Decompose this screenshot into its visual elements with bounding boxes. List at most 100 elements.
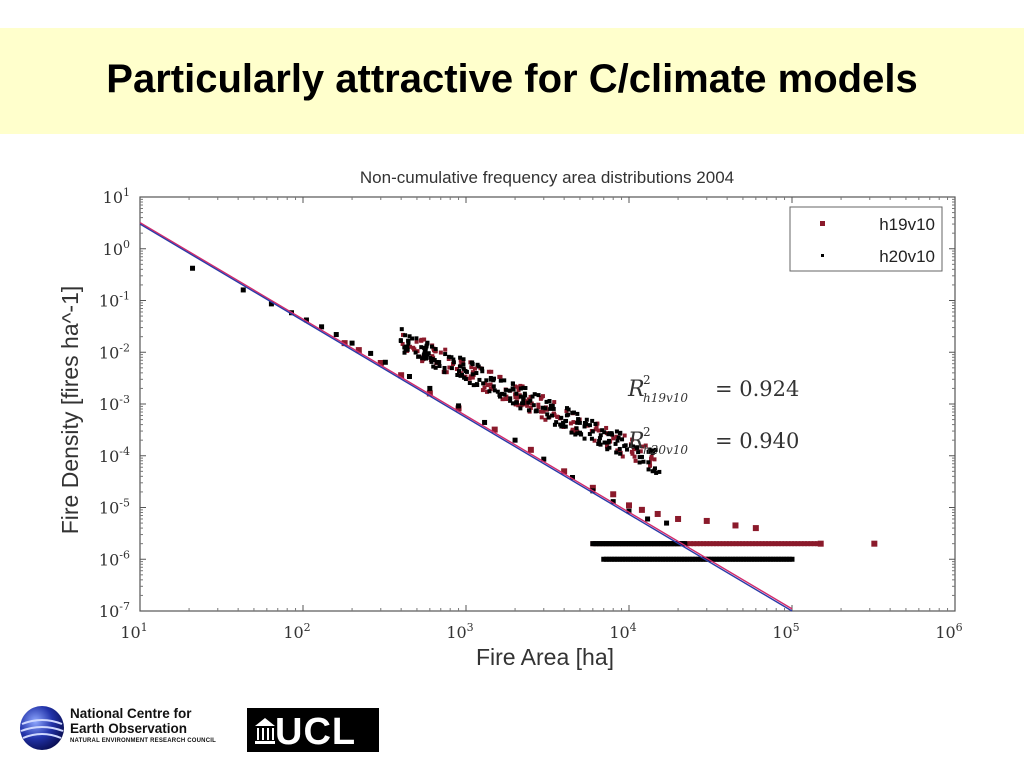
floor-point-h20v10 (689, 556, 695, 562)
floor-point-h20v10 (727, 556, 733, 562)
cloud-point-h20v10 (647, 447, 652, 452)
data-point-h20v10 (349, 340, 355, 346)
floor-point-h19v10 (801, 541, 807, 547)
cloud-point-h20v10 (631, 444, 636, 449)
data-point-h19v10 (527, 446, 534, 453)
cloud-point-h20v10 (510, 386, 515, 391)
cloud-point-h20v10 (569, 430, 574, 435)
cloud-point-h20v10 (510, 401, 515, 406)
floor-point-h20v10 (657, 556, 663, 562)
cloud-point-h19v10 (640, 444, 645, 449)
floor-point-h19v10 (697, 541, 703, 547)
floor-point-h20v10 (614, 556, 620, 562)
cloud-point-h19v10 (482, 385, 487, 390)
data-point-h19v10 (703, 517, 710, 524)
cloud-point-h20v10 (497, 392, 502, 397)
floor-point-h20v10 (786, 556, 792, 562)
cloud-point-h20v10 (575, 420, 580, 425)
cloud-point-h20v10 (442, 365, 447, 370)
floor-point-h20v10 (719, 556, 725, 562)
cloud-point-h20v10 (587, 432, 592, 437)
cloud-point-h20v10 (470, 360, 475, 365)
cloud-point-h20v10 (424, 356, 429, 361)
cloud-point-h19v10 (483, 381, 488, 386)
floor-point-h20v10 (665, 556, 671, 562)
y-tick-label: 10-1 (99, 290, 130, 311)
cloud-point-h20v10 (449, 355, 454, 360)
cloud-point-h19v10 (488, 386, 493, 391)
floor-point-h20v10 (638, 556, 644, 562)
cloud-point-h20v10 (575, 411, 580, 416)
cloud-point-h20v10 (543, 406, 548, 411)
cloud-point-h20v10 (487, 389, 492, 394)
floor-point-h20v10 (652, 556, 658, 562)
data-point-h20v10 (626, 508, 632, 514)
cloud-point-h20v10 (530, 394, 535, 399)
chart-title: Non-cumulative frequency area distributi… (360, 168, 734, 187)
cloud-point-h20v10 (590, 429, 595, 434)
cloud-point-h20v10 (654, 470, 659, 475)
cloud-point-h20v10 (405, 344, 410, 349)
ncoe-logo: National Centre for Earth Observation NA… (18, 704, 228, 756)
cloud-point-h20v10 (481, 381, 486, 386)
ucl-text: UCL (275, 711, 357, 753)
cloud-point-h19v10 (446, 357, 451, 362)
floor-point-h19v10 (707, 541, 713, 547)
data-point-h20v10 (541, 456, 547, 462)
floor-point-h20v10 (676, 556, 682, 562)
cloud-point-h19v10 (472, 366, 477, 371)
cloud-point-h20v10 (617, 431, 622, 436)
cloud-point-h19v10 (632, 454, 637, 459)
fit-line-1 (139, 223, 793, 612)
cloud-point-h20v10 (463, 369, 468, 374)
cloud-point-h19v10 (443, 347, 448, 352)
cloud-point-h20v10 (405, 347, 410, 352)
cloud-point-h20v10 (423, 353, 428, 358)
floor-point-h20v10 (770, 556, 776, 562)
cloud-point-h20v10 (451, 360, 456, 365)
cloud-point-h19v10 (552, 400, 557, 405)
cloud-point-h20v10 (625, 447, 630, 452)
cloud-point-h19v10 (518, 383, 523, 388)
cloud-point-h19v10 (630, 451, 635, 456)
cloud-point-h20v10 (406, 338, 411, 343)
y-tick-label: 10-5 (99, 497, 130, 518)
cloud-point-h19v10 (497, 374, 502, 379)
cloud-point-h20v10 (618, 451, 623, 456)
cloud-point-h19v10 (543, 417, 548, 422)
x-tick-label: 106 (935, 621, 962, 642)
fit-layer (139, 222, 793, 612)
cloud-point-h20v10 (459, 372, 464, 377)
cloud-point-h20v10 (518, 394, 523, 399)
cloud-point-h20v10 (500, 391, 505, 396)
cloud-point-h19v10 (596, 428, 601, 433)
cloud-point-h20v10 (540, 405, 545, 410)
floor-point-h19v10 (769, 541, 775, 547)
cloud-point-h20v10 (437, 364, 442, 369)
cloud-point-h20v10 (617, 446, 622, 451)
data-point-h19v10 (638, 506, 645, 513)
cloud-point-h19v10 (571, 420, 576, 425)
data-point-h20v10 (569, 474, 575, 480)
floor-point-h20v10 (609, 556, 615, 562)
floor-point-h19v10 (811, 541, 817, 547)
cloud-point-h20v10 (620, 437, 625, 442)
cloud-point-h20v10 (507, 388, 512, 393)
floor-point-h20v10 (603, 556, 609, 562)
cloud-point-h20v10 (549, 406, 554, 411)
floor-point-h19v10 (746, 541, 752, 547)
cloud-point-h20v10 (402, 350, 407, 355)
cloud-point-h20v10 (474, 382, 479, 387)
cloud-point-h20v10 (523, 386, 528, 391)
floor-point-h20v10 (708, 556, 714, 562)
floor-point-h20v10 (622, 556, 628, 562)
axes-layer: 101 102 103 104 105 106 10-7 10-6 10-5 10-4 10-3 10… (99, 186, 963, 642)
cloud-point-h19v10 (555, 414, 560, 419)
floor-point-h19v10 (792, 541, 798, 547)
cloud-point-h20v10 (508, 398, 513, 403)
cloud-point-h20v10 (590, 418, 595, 423)
cloud-point-h19v10 (469, 365, 474, 370)
cloud-point-h19v10 (414, 339, 419, 344)
floor-point-h20v10 (773, 556, 779, 562)
cloud-point-h19v10 (538, 409, 543, 414)
